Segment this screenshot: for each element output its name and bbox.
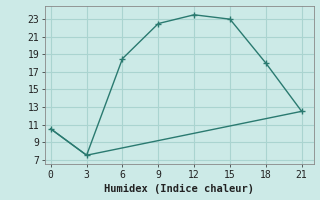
- X-axis label: Humidex (Indice chaleur): Humidex (Indice chaleur): [104, 184, 254, 194]
